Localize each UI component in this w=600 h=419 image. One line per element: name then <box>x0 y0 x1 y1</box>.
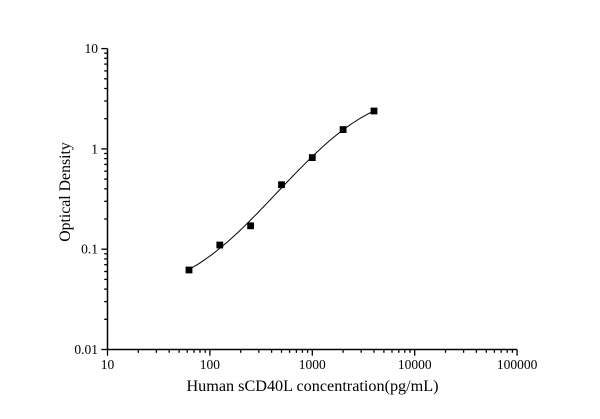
svg-text:10: 10 <box>101 357 115 372</box>
svg-text:10000: 10000 <box>398 357 432 372</box>
svg-text:Human sCD40L concentration(pg/: Human sCD40L concentration(pg/mL) <box>186 377 438 395</box>
svg-text:Optical Density: Optical Density <box>57 142 74 242</box>
svg-text:0.1: 0.1 <box>81 242 98 257</box>
svg-text:10: 10 <box>85 41 99 56</box>
svg-text:1000: 1000 <box>299 357 326 372</box>
svg-text:100000: 100000 <box>497 357 538 372</box>
svg-text:100: 100 <box>200 357 221 372</box>
svg-text:0.01: 0.01 <box>74 342 98 357</box>
svg-text:1: 1 <box>91 141 98 156</box>
